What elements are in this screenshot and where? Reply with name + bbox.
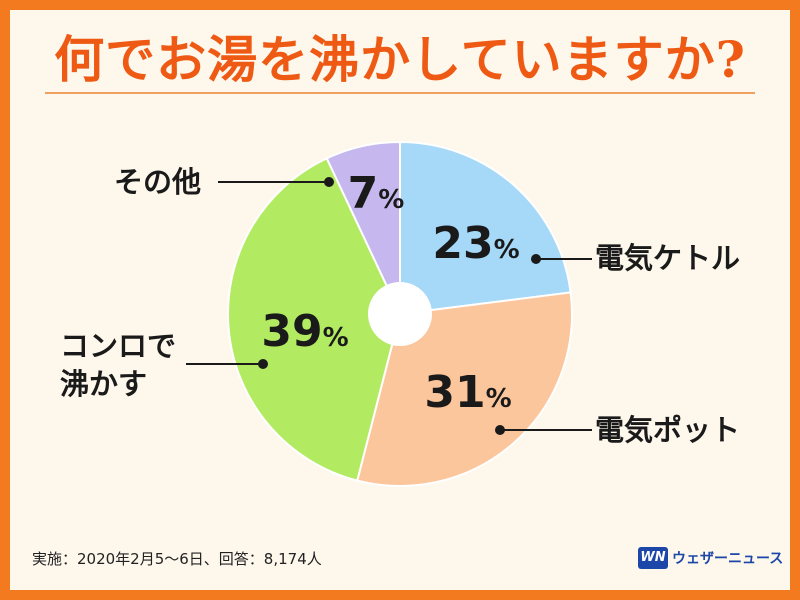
pct-label-stove: 39% xyxy=(261,306,348,357)
leader-dot-kettle xyxy=(531,254,541,264)
slice-label-other: その他 xyxy=(114,165,202,199)
brand: WN ウェザーニュース xyxy=(638,546,783,570)
brand-logo: WN xyxy=(638,547,668,569)
survey-note: 実施：2020年2月5～6日、回答：8,174人 xyxy=(32,550,322,568)
title-divider xyxy=(45,92,755,94)
slice-label-kettle: 電気ケトル xyxy=(595,241,741,275)
leader-dot-stove xyxy=(258,359,268,369)
pct-label-pot: 31% xyxy=(424,367,511,418)
slice-label-stove-line2: 沸かす xyxy=(60,367,148,401)
pie-slice-kettle xyxy=(399,140,572,316)
leader-dot-pot xyxy=(495,425,505,435)
brand-name: ウェザーニュース xyxy=(672,551,784,567)
slice-label-stove-line1: コンロで xyxy=(60,329,177,363)
pie-slice-other xyxy=(325,140,401,315)
leader-dot-other xyxy=(324,177,334,187)
pie-slice-stove xyxy=(227,157,402,482)
pct-label-other: 7% xyxy=(348,168,405,219)
pie-chart: 23% 31% 39% 7% xyxy=(186,140,592,488)
chart-title: 何でお湯を沸かしていますか? xyxy=(54,30,746,89)
slice-label-pot: 電気ポット xyxy=(595,413,741,447)
pct-label-kettle: 23% xyxy=(432,218,519,269)
center-hole xyxy=(368,282,432,346)
